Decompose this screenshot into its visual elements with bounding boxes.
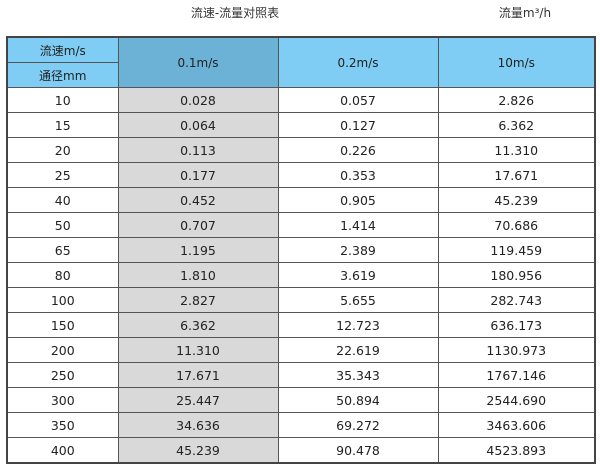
diameter-cell: 400 — [6, 437, 119, 464]
flow-cell: 0.905 — [277, 187, 439, 213]
column-header-0.1: 0.1m/s — [117, 36, 279, 88]
diameter-cell: 20 — [6, 137, 119, 163]
flow-cell: 2544.690 — [437, 387, 596, 413]
diameter-cell: 65 — [6, 237, 119, 263]
table-row: 65 1.195 2.389 119.459 — [6, 237, 596, 263]
flow-cell: 4523.893 — [437, 437, 596, 464]
flow-cell: 1.195 — [117, 237, 279, 263]
column-header-0.2: 0.2m/s — [277, 36, 439, 88]
flow-cell: 6.362 — [437, 112, 596, 138]
diameter-cell: 25 — [6, 162, 119, 188]
table-body: 10 0.028 0.057 2.826 15 0.064 0.127 6.362 20 0.11… — [6, 87, 596, 464]
diameter-cell: 15 — [6, 112, 119, 138]
flow-cell: 2.827 — [117, 287, 279, 313]
flow-cell: 17.671 — [437, 162, 596, 188]
table-row: 80 1.810 3.619 180.956 — [6, 262, 596, 288]
flow-cell: 25.447 — [117, 387, 279, 413]
diameter-cell: 80 — [6, 262, 119, 288]
flow-cell: 0.057 — [277, 87, 439, 113]
flow-cell: 2.389 — [277, 237, 439, 263]
table-row: 40 0.452 0.905 45.239 — [6, 187, 596, 213]
unit-label: 流量m³/h — [498, 6, 552, 20]
column-header-10: 10m/s — [437, 36, 596, 88]
flow-cell: 0.127 — [277, 112, 439, 138]
flow-cell: 0.226 — [277, 137, 439, 163]
flow-cell: 0.028 — [117, 87, 279, 113]
velocity-header: 流速m/s — [6, 36, 119, 63]
diameter-cell: 40 — [6, 187, 119, 213]
table-row: 25 0.177 0.353 17.671 — [6, 162, 596, 188]
flow-cell: 0.177 — [117, 162, 279, 188]
flow-cell: 34.636 — [117, 412, 279, 438]
diameter-cell: 50 — [6, 212, 119, 238]
flow-cell: 282.743 — [437, 287, 596, 313]
flow-cell: 0.707 — [117, 212, 279, 238]
flow-cell: 12.723 — [277, 312, 439, 338]
table-row: 250 17.671 35.343 1767.146 — [6, 362, 596, 388]
diameter-cell: 150 — [6, 312, 119, 338]
flow-cell: 11.310 — [117, 337, 279, 363]
diameter-cell: 300 — [6, 387, 119, 413]
flow-cell: 45.239 — [437, 187, 596, 213]
flow-cell: 3.619 — [277, 262, 439, 288]
flow-cell: 45.239 — [117, 437, 279, 464]
table-row: 300 25.447 50.894 2544.690 — [6, 387, 596, 413]
flow-cell: 1130.973 — [437, 337, 596, 363]
flow-cell: 1767.146 — [437, 362, 596, 388]
flow-cell: 1.810 — [117, 262, 279, 288]
table-row: 150 6.362 12.723 636.173 — [6, 312, 596, 338]
table-title: 流速-流量对照表 — [190, 6, 280, 20]
diameter-cell: 250 — [6, 362, 119, 388]
flow-cell: 5.655 — [277, 287, 439, 313]
flow-cell: 0.113 — [117, 137, 279, 163]
flow-cell: 0.452 — [117, 187, 279, 213]
flow-cell: 6.362 — [117, 312, 279, 338]
flow-cell: 17.671 — [117, 362, 279, 388]
flow-cell: 35.343 — [277, 362, 439, 388]
diameter-cell: 350 — [6, 412, 119, 438]
table-row: 20 0.113 0.226 11.310 — [6, 137, 596, 163]
flow-cell: 180.956 — [437, 262, 596, 288]
flow-cell: 70.686 — [437, 212, 596, 238]
flow-cell: 90.478 — [277, 437, 439, 464]
table-row: 350 34.636 69.272 3463.606 — [6, 412, 596, 438]
flow-cell: 119.459 — [437, 237, 596, 263]
diameter-cell: 10 — [6, 87, 119, 113]
flow-cell: 50.894 — [277, 387, 439, 413]
flow-cell: 1.414 — [277, 212, 439, 238]
flow-cell: 69.272 — [277, 412, 439, 438]
flow-cell: 22.619 — [277, 337, 439, 363]
diameter-cell: 200 — [6, 337, 119, 363]
table-row: 400 45.239 90.478 4523.893 — [6, 437, 596, 464]
flow-cell: 2.826 — [437, 87, 596, 113]
flow-cell: 3463.606 — [437, 412, 596, 438]
flow-cell: 636.173 — [437, 312, 596, 338]
diameter-cell: 100 — [6, 287, 119, 313]
table-row: 15 0.064 0.127 6.362 — [6, 112, 596, 138]
flow-cell: 11.310 — [437, 137, 596, 163]
table-row: 50 0.707 1.414 70.686 — [6, 212, 596, 238]
flow-cell: 0.353 — [277, 162, 439, 188]
diameter-header: 通径mm — [6, 62, 119, 88]
flow-cell: 0.064 — [117, 112, 279, 138]
table-row: 100 2.827 5.655 282.743 — [6, 287, 596, 313]
table-row: 10 0.028 0.057 2.826 — [6, 87, 596, 113]
flow-velocity-table: 流速m/s 0.1m/s 0.2m/s 10m/s 通径mm 10 0.028 0.… — [6, 36, 596, 464]
table-row: 200 11.310 22.619 1130.973 — [6, 337, 596, 363]
